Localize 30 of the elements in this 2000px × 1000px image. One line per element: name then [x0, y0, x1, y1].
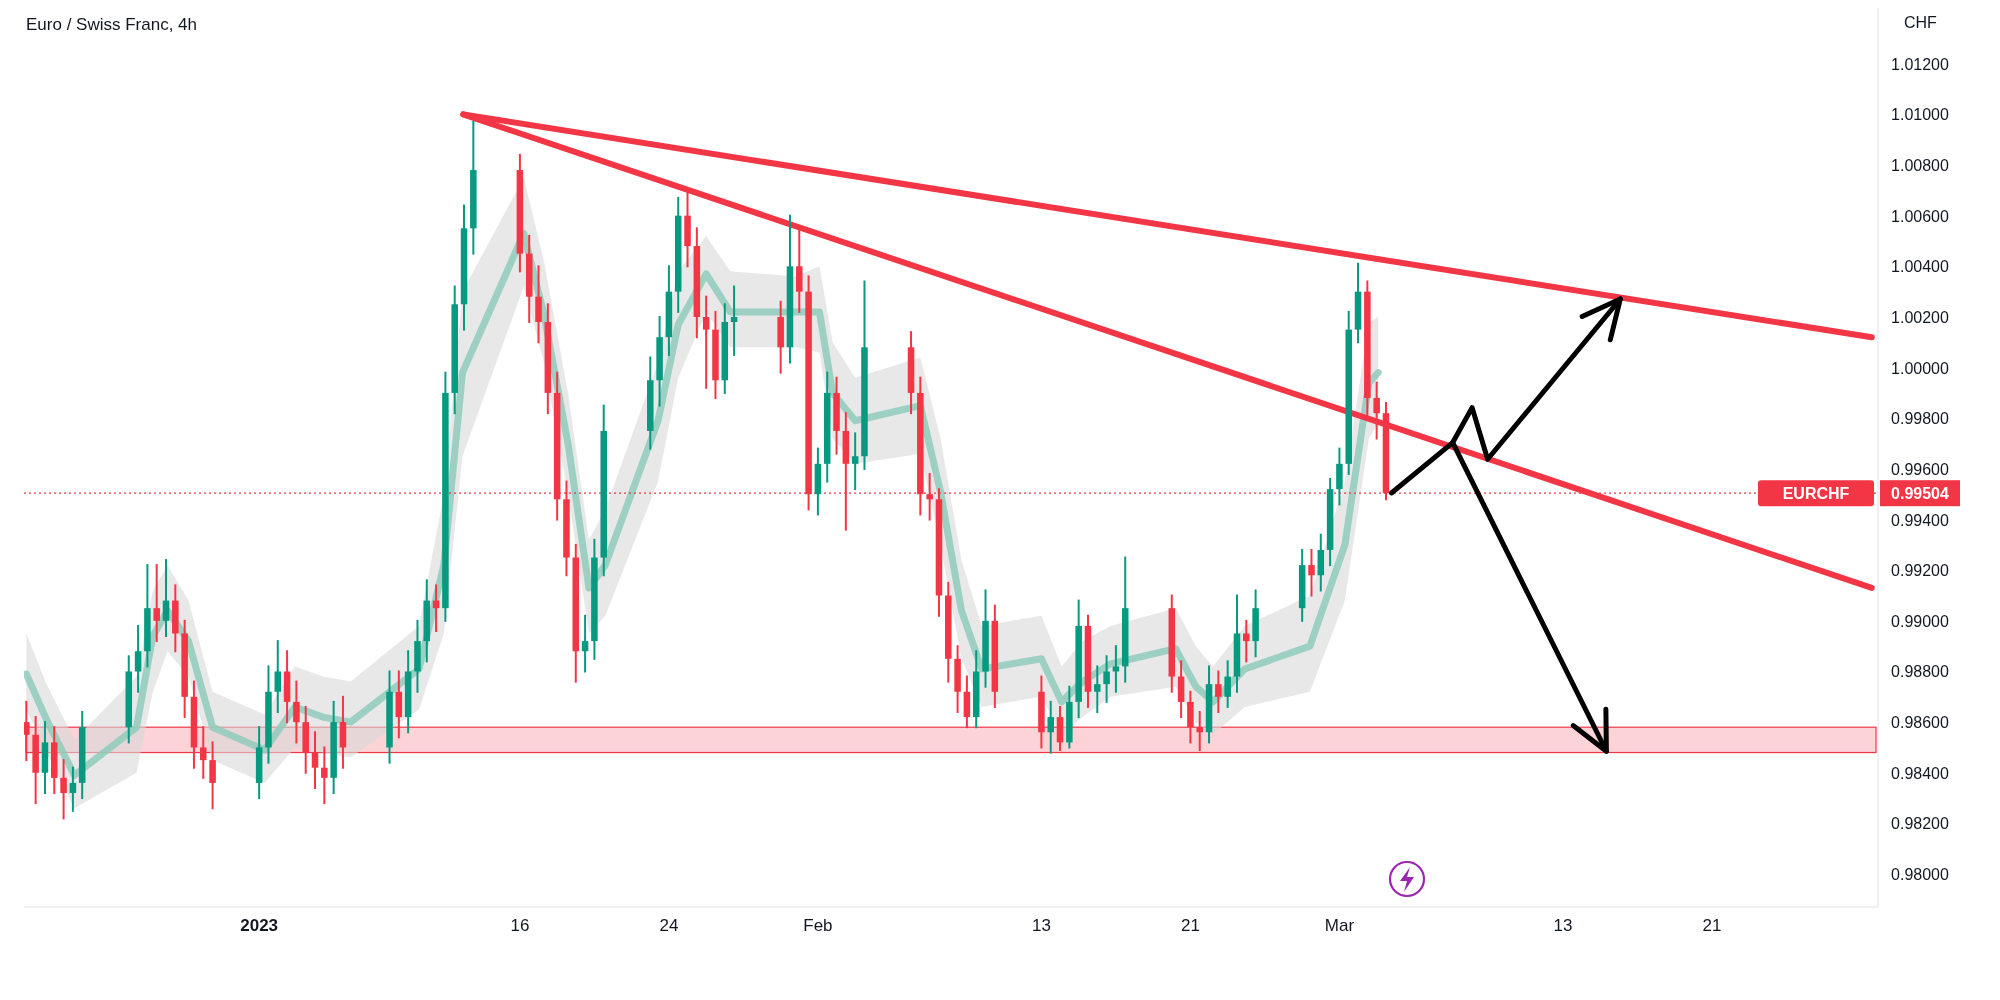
x-tick-label: Mar: [1324, 916, 1355, 935]
y-tick-label: 1.00600: [1891, 207, 1950, 225]
x-tick-label: 2023: [240, 916, 279, 935]
y-tick-label: 1.01200: [1891, 55, 1950, 73]
x-tick-label: 13: [1031, 916, 1051, 935]
x-tick-label: 16: [510, 916, 530, 935]
y-tick-label: 0.98800: [1891, 663, 1950, 681]
y-tick-label: 0.98600: [1891, 714, 1950, 732]
chart-title: Euro / Swiss Franc, 4h: [26, 15, 198, 34]
x-tick-label: Feb: [803, 916, 833, 935]
y-tick-label: 1.00400: [1891, 258, 1950, 276]
y-tick-label: 0.99400: [1891, 511, 1950, 529]
text: 0.99504: [1891, 485, 1950, 503]
ref-line-label: EURCHF: [1782, 485, 1850, 503]
y-tick-label: 1.00200: [1891, 308, 1950, 326]
y-tick-label: 0.99200: [1891, 562, 1950, 580]
y-tick-label: 1.00800: [1891, 157, 1950, 175]
y-tick-label: 0.99800: [1891, 410, 1950, 428]
y-tick-label: 0.99000: [1891, 612, 1950, 630]
y-tick-label: 0.98000: [1891, 866, 1950, 884]
y-axis-title: CHF: [1904, 14, 1938, 31]
y-tick-label: 1.01000: [1891, 106, 1950, 124]
y-tick-label: 0.98400: [1891, 764, 1950, 782]
x-tick-label: 21: [1702, 916, 1722, 935]
y-tick-label: 0.98200: [1891, 815, 1950, 833]
y-tick-label: 0.99600: [1891, 460, 1950, 478]
x-tick-label: 21: [1180, 916, 1200, 935]
y-tick-label: 1.00000: [1891, 359, 1950, 377]
x-tick-label: 13: [1553, 916, 1573, 935]
x-tick-label: 24: [659, 916, 679, 935]
